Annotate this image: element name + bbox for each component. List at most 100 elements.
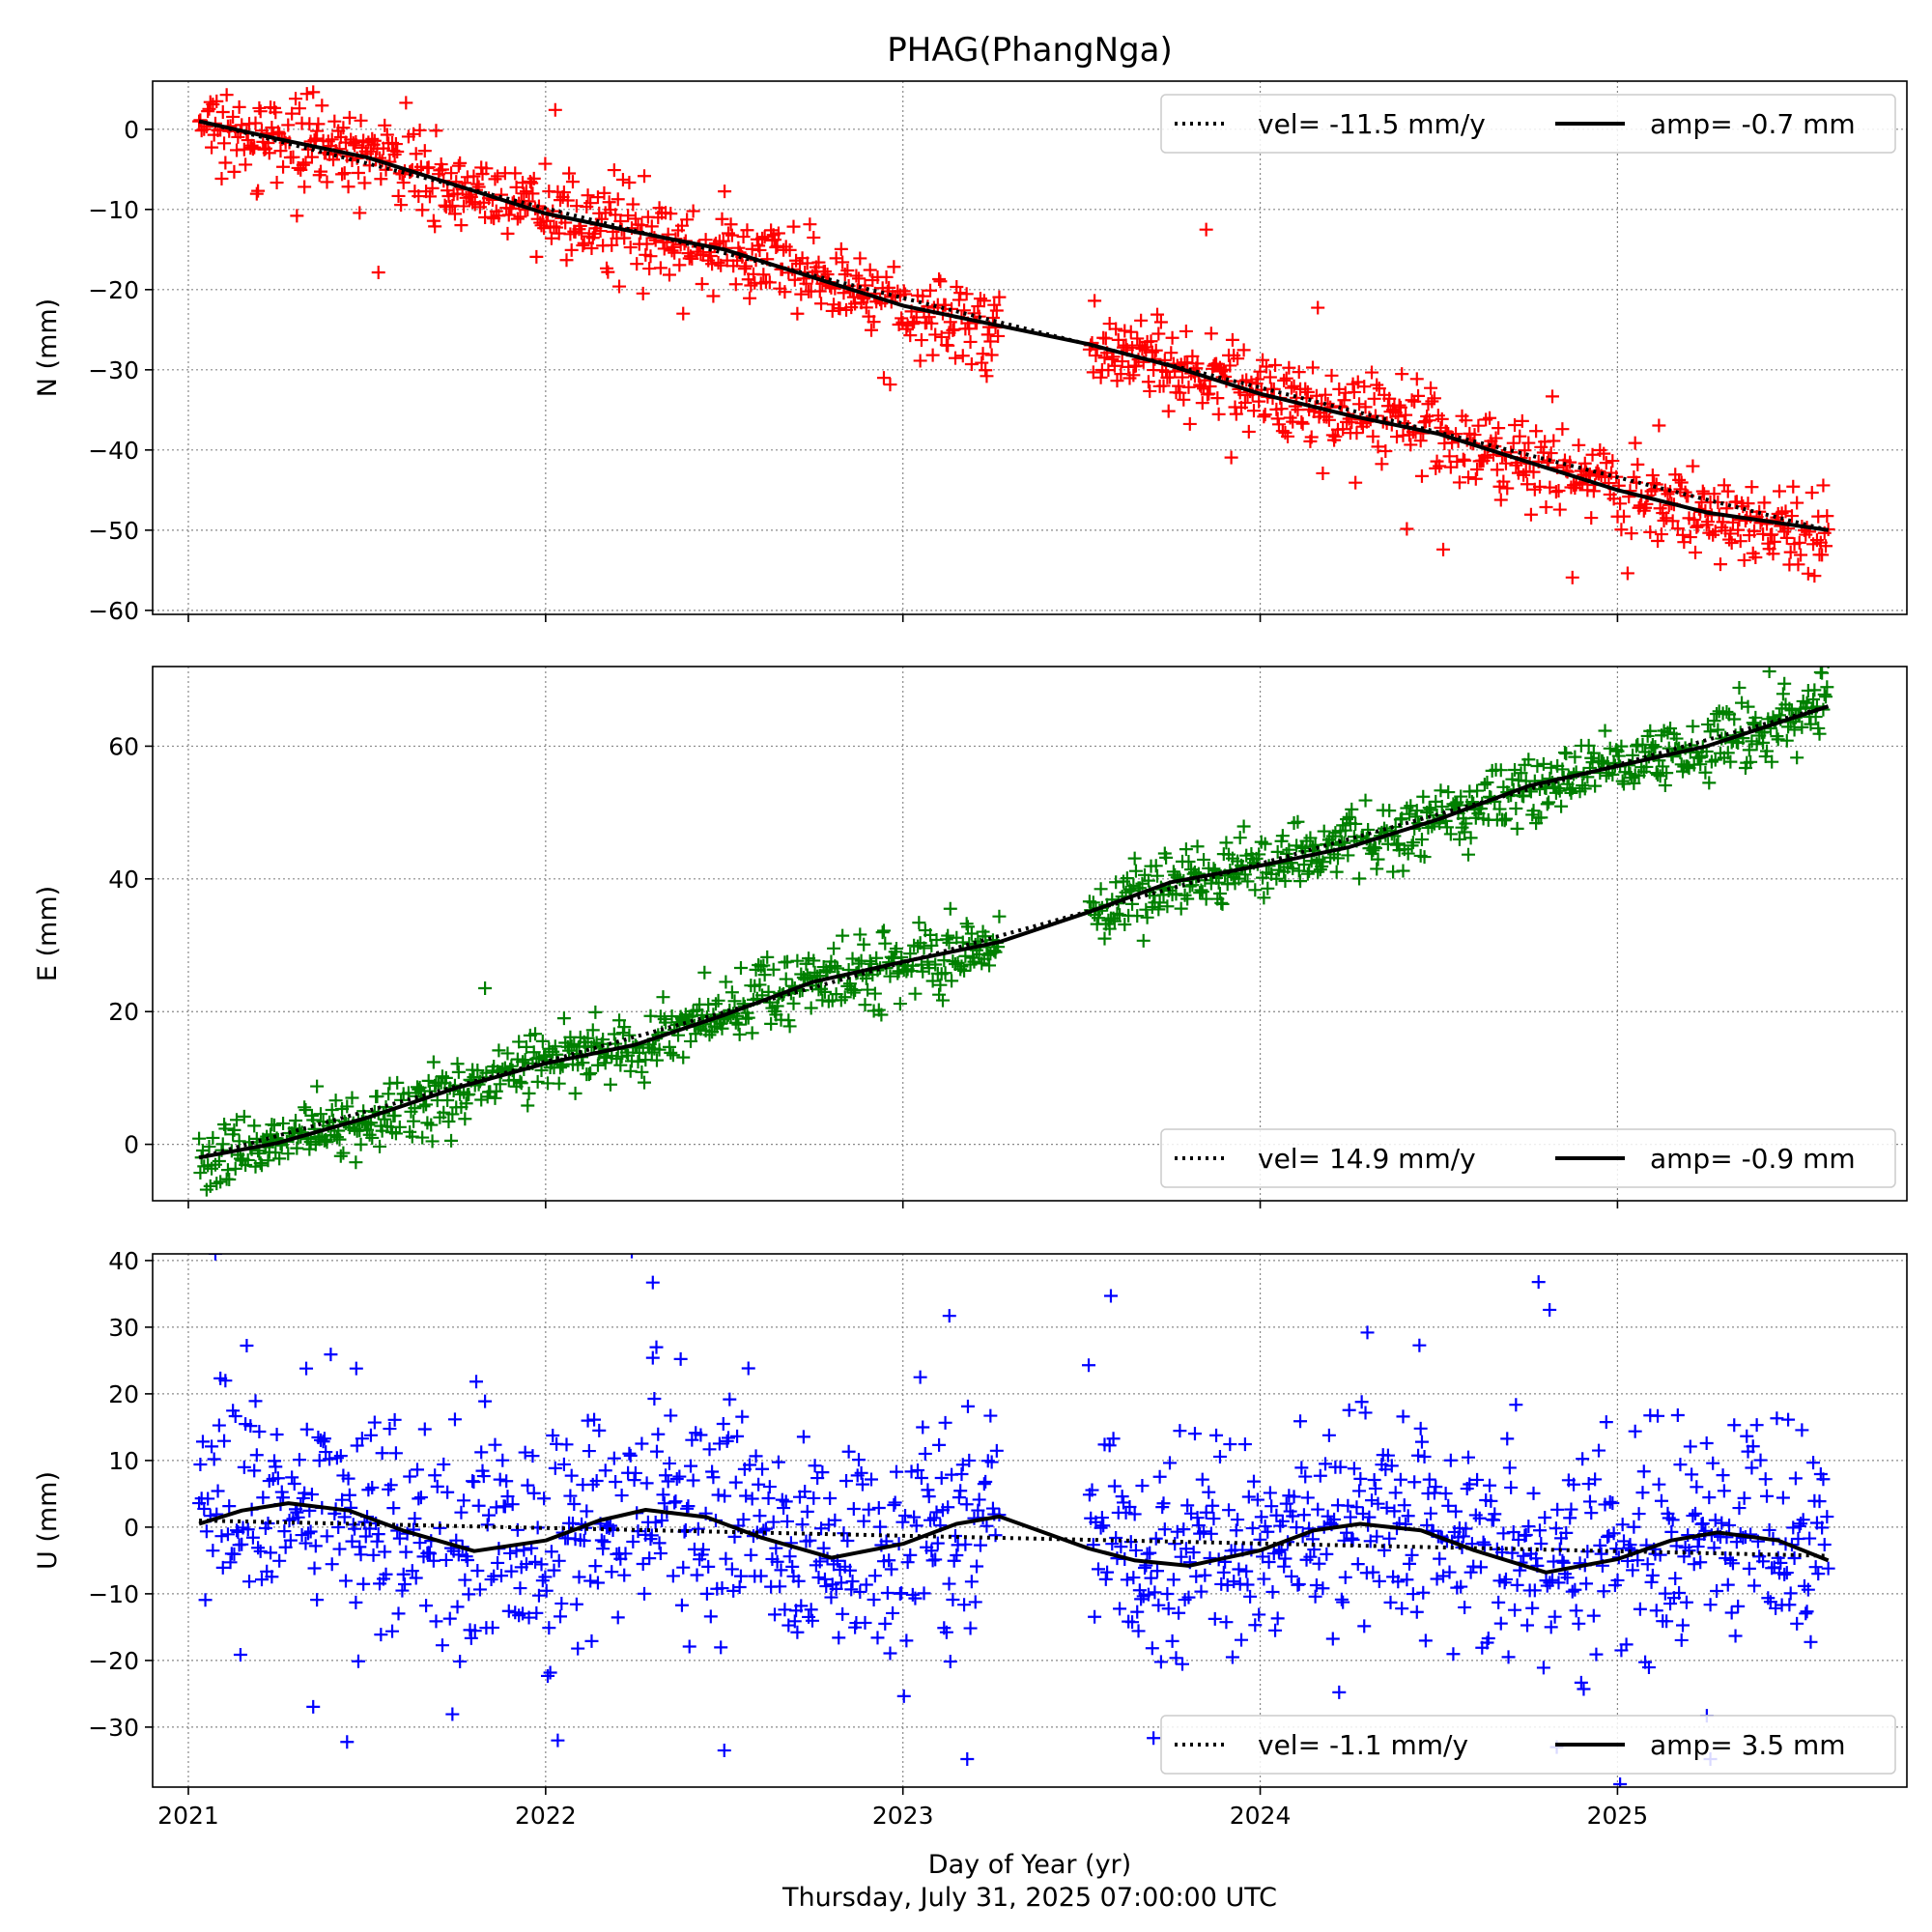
data-point [453, 1654, 468, 1668]
data-point [1631, 1553, 1645, 1568]
data-point [823, 1491, 838, 1505]
data-point [1685, 1467, 1699, 1482]
data-point [466, 195, 480, 210]
data-point [639, 237, 654, 251]
data-point [1258, 408, 1272, 422]
data-point [1779, 733, 1794, 748]
data-point [794, 1599, 809, 1613]
data-point [1804, 486, 1819, 500]
data-point [1628, 436, 1642, 450]
data-point [206, 1130, 220, 1145]
data-point [666, 240, 680, 254]
data-point [1338, 823, 1352, 838]
data-point [929, 1505, 944, 1520]
data-point [1319, 1457, 1332, 1471]
data-point [253, 104, 268, 119]
data-point [936, 993, 950, 1008]
data-point [453, 156, 468, 170]
data-point [857, 937, 871, 952]
data-point [1199, 1505, 1213, 1520]
data-point [468, 1624, 482, 1638]
y-tick-label: −10 [88, 196, 139, 224]
data-point [1427, 391, 1441, 406]
data-point [1212, 1449, 1227, 1463]
data-point [375, 1446, 389, 1461]
data-point [349, 134, 363, 149]
data-point [290, 1141, 304, 1155]
data-point [1520, 477, 1535, 492]
data-point [1563, 1511, 1577, 1525]
data-point [807, 1491, 821, 1505]
data-point [362, 1127, 377, 1142]
data-point [1693, 1555, 1708, 1570]
data-point [1207, 1512, 1221, 1526]
data-point [426, 1055, 440, 1069]
data-point [1790, 1616, 1804, 1631]
data-point [1144, 1571, 1158, 1585]
data-point [1258, 837, 1272, 851]
data-point [320, 1529, 334, 1544]
data-point [1404, 438, 1418, 452]
data-point [1613, 497, 1628, 511]
data-point [1130, 1605, 1145, 1619]
data-point [778, 285, 792, 299]
data-point [1156, 1496, 1171, 1511]
data-point [782, 1019, 797, 1034]
data-point [1149, 1531, 1163, 1546]
data-point [1400, 1573, 1414, 1587]
data-point [1413, 1421, 1428, 1435]
data-point [1422, 413, 1436, 428]
data-point [1577, 1682, 1591, 1696]
data-point [552, 1553, 566, 1568]
data-point [1438, 1486, 1453, 1500]
data-point [1206, 1498, 1220, 1513]
data-point [564, 1468, 579, 1483]
data-point [562, 166, 577, 181]
data-point [834, 242, 848, 256]
data-point [409, 147, 423, 161]
data-point [1544, 1620, 1558, 1634]
data-point [1633, 1602, 1647, 1616]
data-point [415, 1130, 430, 1145]
data-point [794, 287, 809, 301]
data-point [1115, 355, 1129, 369]
data-point [1720, 484, 1735, 498]
data-point [289, 1114, 303, 1128]
data-point [491, 1555, 505, 1570]
data-point [199, 1524, 213, 1539]
data-point [1414, 469, 1429, 483]
data-point [607, 1451, 621, 1465]
data-point [201, 104, 215, 119]
data-point [1365, 365, 1379, 380]
data-point [378, 1112, 392, 1126]
data-point [1414, 832, 1429, 846]
data-point [992, 909, 1007, 923]
data-point [262, 146, 276, 160]
data-point [1682, 1544, 1696, 1558]
data-point [914, 957, 928, 972]
data-point [596, 1542, 611, 1556]
data-point [1679, 1595, 1693, 1609]
data-point [354, 113, 368, 128]
data-point [1141, 375, 1155, 389]
data-point [240, 1339, 254, 1353]
data-point [628, 212, 642, 226]
data-point [639, 1053, 653, 1067]
data-point [615, 1026, 630, 1040]
data-point [1498, 811, 1513, 826]
data-point [316, 1435, 330, 1449]
data-point [218, 1374, 233, 1388]
data-point [832, 1631, 846, 1645]
data-point [659, 1015, 673, 1030]
data-point [383, 1422, 397, 1436]
data-point [1282, 842, 1296, 857]
data-point [270, 125, 285, 139]
data-point [1349, 475, 1363, 490]
data-point [846, 1502, 861, 1516]
data-point [618, 1547, 633, 1561]
data-point [1599, 456, 1613, 470]
data-point [445, 198, 460, 213]
data-point [215, 105, 230, 120]
data-point [623, 1448, 638, 1463]
data-point [269, 105, 283, 120]
